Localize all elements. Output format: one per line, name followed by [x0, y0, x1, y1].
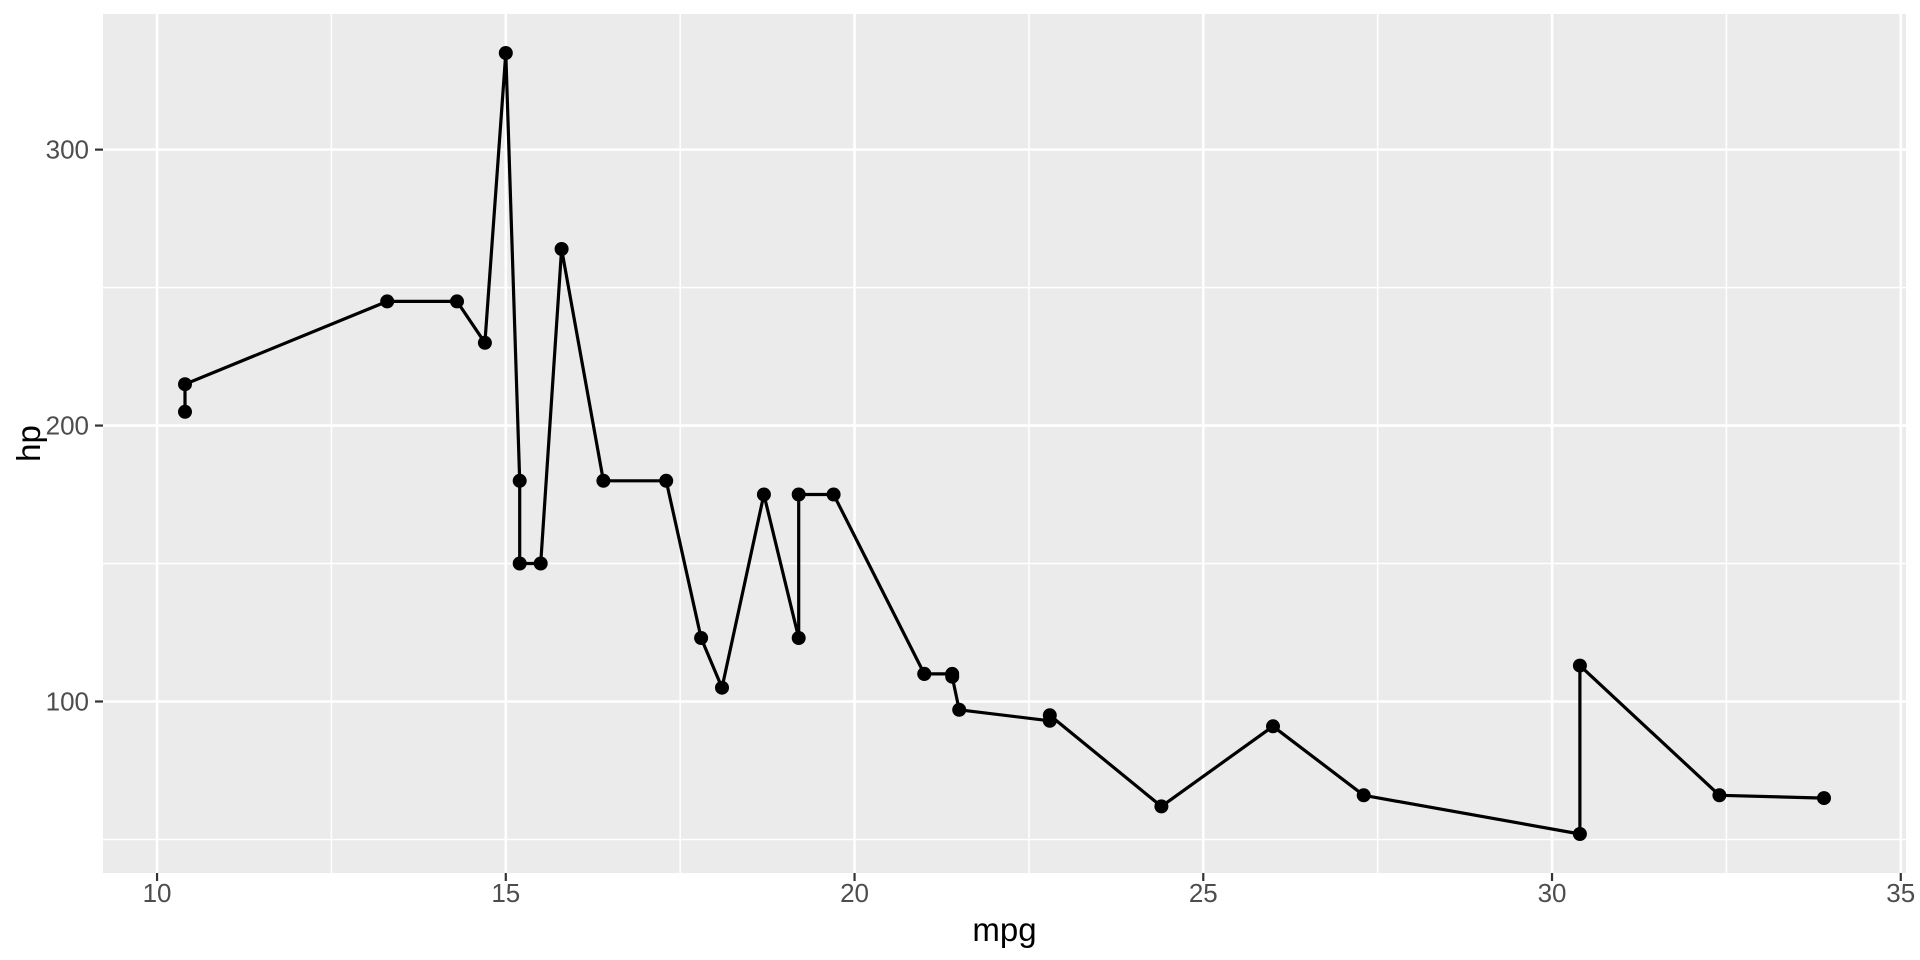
data-layer: [178, 46, 1831, 841]
data-point: [512, 473, 527, 488]
data-point: [756, 487, 771, 502]
data-point: [1817, 791, 1831, 806]
data-point: [178, 377, 192, 392]
data-point: [659, 473, 674, 488]
data-point: [554, 242, 569, 256]
data-point: [477, 335, 492, 350]
x-tick-label: 20: [840, 878, 869, 908]
data-point: [1356, 788, 1371, 803]
x-tick-label: 10: [143, 878, 172, 908]
data-point: [1712, 788, 1727, 803]
data-point: [1154, 799, 1169, 814]
grid-major-lines: [103, 14, 1906, 873]
data-point: [952, 702, 967, 717]
data-point: [1572, 827, 1587, 841]
plot-panel: [103, 14, 1906, 873]
data-point: [1572, 658, 1587, 673]
x-tick-label: 30: [1538, 878, 1567, 908]
x-tick-label: 35: [1886, 878, 1915, 908]
data-point: [1266, 719, 1280, 734]
data-point: [512, 556, 527, 571]
y-tick-label: 300: [46, 135, 89, 165]
series-points: [178, 46, 1831, 841]
data-point: [450, 294, 464, 309]
data-point: [533, 556, 548, 571]
x-axis-title: mpg: [972, 911, 1036, 948]
axis-tick-marks: [95, 148, 1902, 881]
data-point: [694, 631, 709, 645]
data-point: [178, 404, 192, 419]
x-tick-label: 15: [491, 878, 520, 908]
grid-minor-lines: [103, 14, 1906, 873]
y-tick-label: 100: [46, 687, 89, 717]
y-axis-title: hp: [10, 425, 47, 462]
data-point: [917, 666, 932, 681]
data-point: [791, 487, 806, 502]
data-point: [596, 473, 611, 488]
x-tick-label: 25: [1189, 878, 1218, 908]
data-point: [791, 631, 806, 645]
data-point: [826, 487, 841, 502]
data-point: [945, 669, 960, 684]
data-point: [498, 46, 513, 60]
y-tick-label: 200: [46, 411, 89, 441]
data-point: [715, 680, 729, 695]
data-point: [1042, 708, 1057, 723]
data-point: [380, 294, 395, 309]
axis-tick-labels: 10 15 20 25 30 35 100 200 300: [46, 135, 1916, 908]
